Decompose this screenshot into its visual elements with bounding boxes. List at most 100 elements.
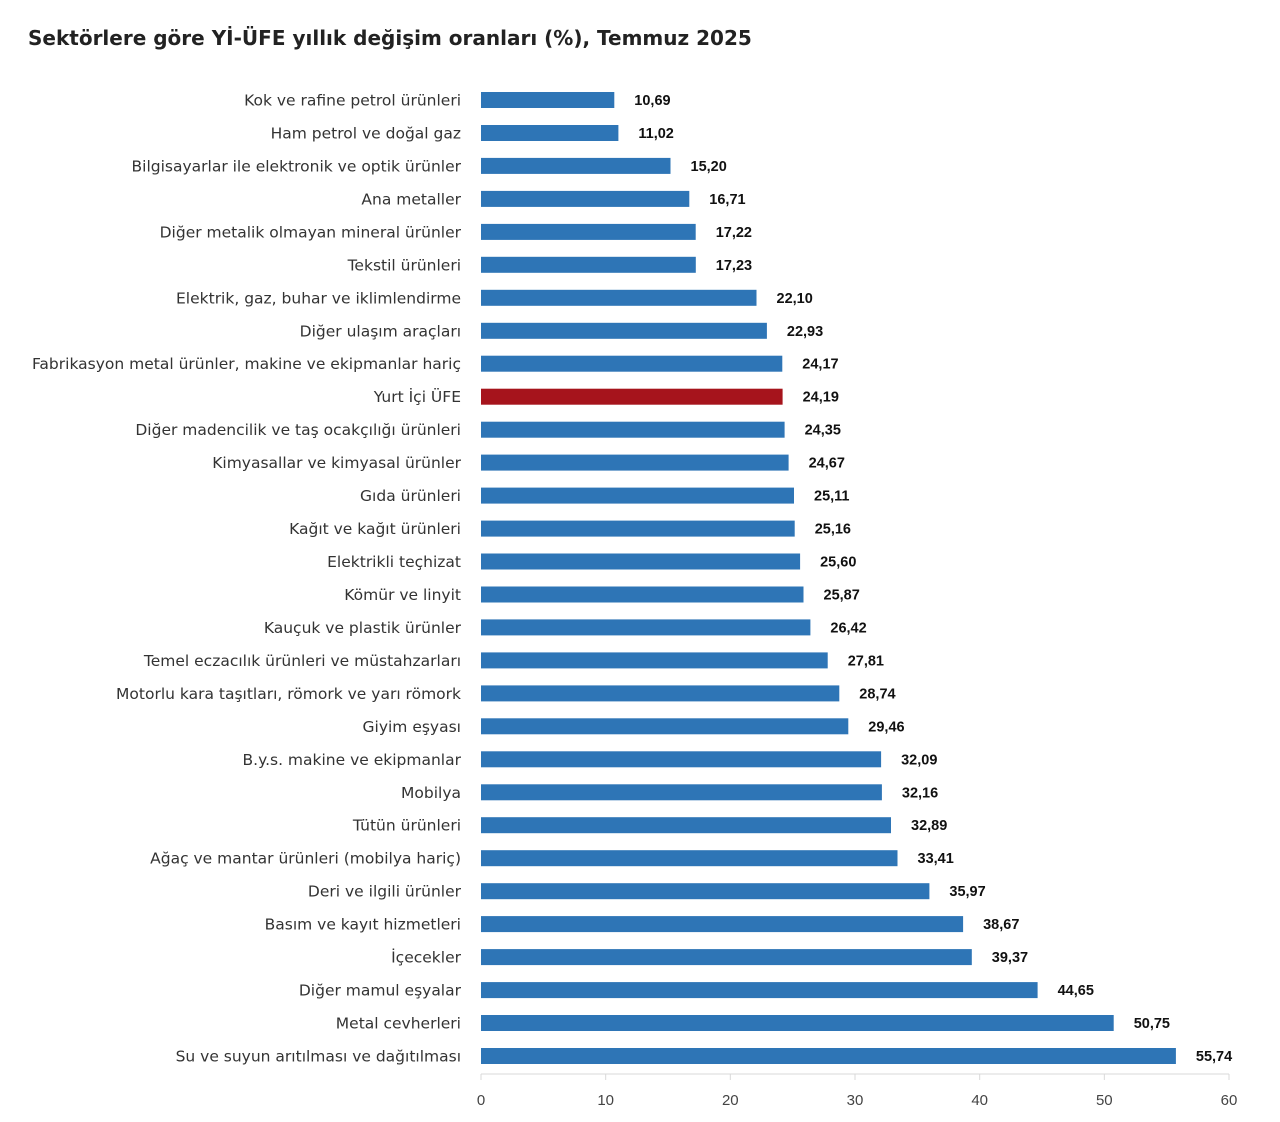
category-label: Elektrikli teçhizat xyxy=(327,553,461,571)
category-label: Deri ve ilgili ürünler xyxy=(308,883,462,901)
data-label: 55,74 xyxy=(1196,1049,1232,1065)
bar-highlight xyxy=(481,388,783,405)
bar xyxy=(481,883,930,900)
bar xyxy=(481,125,619,141)
category-label: Kimyasallar ve kimyasal ürünler xyxy=(212,454,461,472)
category-label: Fabrikasyon metal ürünler, makine ve eki… xyxy=(32,355,461,373)
bar xyxy=(481,256,696,273)
bar xyxy=(481,520,795,537)
x-tick-label: 30 xyxy=(847,1092,864,1109)
category-label: Bilgisayarlar ile elektronik ve optik ür… xyxy=(132,157,462,175)
data-label: 25,11 xyxy=(814,489,850,505)
bar xyxy=(481,322,767,339)
data-label: 17,23 xyxy=(716,258,752,274)
data-label: 29,46 xyxy=(868,719,904,735)
bar xyxy=(481,784,882,801)
bar xyxy=(481,553,801,570)
category-label: Kauçuk ve plastik ürünler xyxy=(264,619,462,637)
bar xyxy=(481,1015,1114,1031)
category-label: Motorlu kara taşıtları, römork ve yarı r… xyxy=(116,685,461,703)
category-label: Kok ve rafine petrol ürünleri xyxy=(244,92,461,110)
category-label: Gıda ürünleri xyxy=(360,487,461,505)
bars-layer xyxy=(481,92,1176,1064)
category-label: Giyim eşyası xyxy=(363,718,462,736)
category-label: Ana metaller xyxy=(361,190,461,208)
data-label: 17,22 xyxy=(716,225,752,241)
category-label: Metal cevherleri xyxy=(336,1015,461,1033)
category-label: Diğer ulaşım araçları xyxy=(300,322,461,340)
data-label: 32,09 xyxy=(901,752,937,768)
data-label: 28,74 xyxy=(859,686,895,702)
bar xyxy=(481,157,671,174)
category-label: Ham petrol ve doğal gaz xyxy=(271,125,461,143)
x-tick-label: 20 xyxy=(722,1092,739,1109)
category-label: Diğer madencilik ve taş ocakçılığı ürünl… xyxy=(135,421,461,439)
bar xyxy=(481,421,785,438)
x-tick-label: 0 xyxy=(477,1092,485,1109)
bar xyxy=(481,718,849,735)
bar xyxy=(481,685,840,702)
bar xyxy=(481,619,811,636)
bar xyxy=(481,92,615,108)
category-label: Tekstil ürünleri xyxy=(347,256,461,274)
data-label: 24,35 xyxy=(805,423,841,439)
category-label: Diğer metalik olmayan mineral ürünler xyxy=(160,223,462,241)
bar xyxy=(481,586,804,603)
category-label: Basım ve kayıt hizmetleri xyxy=(265,916,461,934)
data-label: 39,37 xyxy=(992,950,1028,966)
data-label: 35,97 xyxy=(949,884,985,900)
data-label: 26,42 xyxy=(830,620,866,636)
data-label: 22,93 xyxy=(787,324,823,340)
x-tick-label: 50 xyxy=(1096,1092,1113,1109)
category-label: Su ve suyun arıtılması ve dağıtılması xyxy=(176,1048,461,1066)
bar xyxy=(481,289,757,306)
category-label: Mobilya xyxy=(401,784,461,802)
bar xyxy=(481,850,898,867)
category-label: Yurt İçi ÜFE xyxy=(373,387,461,406)
bar xyxy=(481,487,794,504)
data-label: 50,75 xyxy=(1134,1016,1170,1032)
data-label: 44,65 xyxy=(1058,983,1094,999)
bar xyxy=(481,190,690,207)
data-label: 25,16 xyxy=(815,522,851,538)
x-axis: 0 10 20 30 40 50 60 xyxy=(477,1073,1237,1109)
bar xyxy=(481,652,828,669)
bar xyxy=(481,223,696,240)
category-label: Kağıt ve kağıt ürünleri xyxy=(289,520,461,538)
data-label: 32,16 xyxy=(902,785,938,801)
data-label: 25,60 xyxy=(820,555,856,571)
data-label: 24,19 xyxy=(803,390,839,406)
x-tick-label: 10 xyxy=(597,1092,614,1109)
data-label: 10,69 xyxy=(634,93,670,109)
data-label: 32,89 xyxy=(911,818,947,834)
category-label: Diğer mamul eşyalar xyxy=(299,982,462,1000)
x-tick-label: 40 xyxy=(971,1092,988,1109)
bar xyxy=(481,916,964,933)
data-label: 33,41 xyxy=(918,851,954,867)
category-label: Tütün ürünleri xyxy=(352,817,461,835)
data-label: 11,02 xyxy=(638,126,674,142)
data-label: 16,71 xyxy=(709,192,745,208)
bar xyxy=(481,817,891,834)
bar xyxy=(481,949,972,966)
bar xyxy=(481,355,783,372)
data-label: 27,81 xyxy=(848,653,884,669)
category-label: Kömür ve linyit xyxy=(344,586,461,604)
category-label: İçecekler xyxy=(391,948,462,967)
bar xyxy=(481,1048,1176,1064)
category-label: Elektrik, gaz, buhar ve iklimlendirme xyxy=(176,289,461,307)
labels-layer: Kok ve rafine petrol ürünleri 10,69 Ham pe… xyxy=(32,92,1232,1066)
data-label: 22,10 xyxy=(777,291,813,307)
bar xyxy=(481,454,789,471)
category-label: Temel eczacılık ürünleri ve müstahzarlar… xyxy=(143,652,461,670)
data-label: 24,67 xyxy=(809,456,845,472)
category-label: B.y.s. makine ve ekipmanlar xyxy=(243,751,462,769)
chart-title: Sektörlere göre Yİ-ÜFE yıllık değişim or… xyxy=(28,26,752,50)
bar xyxy=(481,982,1038,999)
data-label: 38,67 xyxy=(983,917,1019,933)
data-label: 25,87 xyxy=(824,588,860,604)
data-label: 24,17 xyxy=(802,357,838,373)
bar xyxy=(481,751,882,768)
data-label: 15,20 xyxy=(691,159,727,175)
